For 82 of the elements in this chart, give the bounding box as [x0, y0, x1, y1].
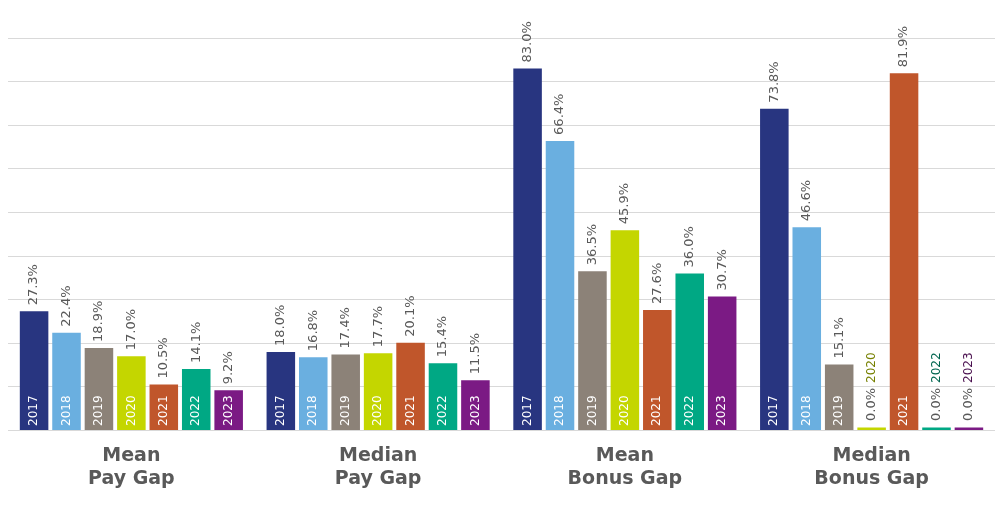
x-tick-label: Median Bonus Gap [814, 442, 929, 488]
bar [707, 296, 737, 430]
bar [675, 273, 704, 430]
bar [461, 380, 490, 430]
series-label: 2022 [188, 395, 203, 426]
bar [610, 230, 640, 430]
text: 2019 [584, 395, 599, 426]
text: 2023 [714, 395, 729, 426]
text: 2018 [552, 395, 567, 426]
text: 2022 [928, 352, 943, 383]
data-label: 36.5% [583, 223, 599, 266]
data-label: 17.4% [337, 307, 353, 349]
bar [578, 271, 607, 430]
bar [545, 140, 575, 430]
data-label: 45.9% [616, 182, 632, 225]
x-tick-label: Mean Bonus Gap [567, 442, 683, 488]
data-label: 10.5% [155, 337, 171, 379]
data-label: 36.0% [681, 226, 697, 268]
data-label: 73.8% [765, 61, 781, 103]
x-tick-label: Mean Pay Gap [88, 442, 175, 488]
x-tick-label: Median Pay Gap [334, 442, 422, 488]
series-label: 2019 [91, 395, 106, 426]
text: 2018 [798, 395, 813, 426]
data-label: 9.2% [220, 351, 236, 385]
text: 2020 [863, 352, 878, 383]
data-label: 17.0% [122, 308, 138, 351]
bar [52, 332, 81, 430]
data-label: 46.6% [798, 179, 814, 222]
data-label: 20.1% [401, 295, 417, 337]
bar [181, 368, 211, 430]
bar [396, 342, 425, 430]
text: 2022 [435, 395, 450, 426]
bar [643, 310, 672, 430]
text: 2017 [272, 395, 287, 426]
bar [513, 68, 542, 430]
data-label: 14.1% [187, 321, 203, 363]
series-label: 2020 [123, 395, 138, 426]
text: 2017 [766, 395, 781, 426]
text: 2019 [831, 395, 846, 426]
data-label: 0.0% [863, 387, 878, 421]
data-label: 27.3% [25, 264, 41, 306]
data-label: 81.9% [895, 26, 911, 68]
data-label: 0.0% [960, 387, 976, 421]
bar [299, 357, 328, 430]
data-label: 16.8% [304, 309, 320, 352]
data-label: 17.7% [369, 305, 385, 348]
bar [760, 108, 789, 430]
text: 2021 [402, 395, 417, 426]
data-label: 15.4% [434, 315, 450, 358]
data-label: 66.4% [551, 93, 567, 135]
text: 2017 [519, 395, 534, 426]
text: 2020 [617, 395, 631, 426]
bar [19, 311, 49, 430]
data-label: 27.6% [648, 262, 664, 305]
bar [363, 353, 393, 430]
data-label: 30.7% [713, 249, 729, 291]
text: 2022 [681, 395, 696, 426]
text: 2023 [961, 352, 976, 383]
bar [428, 363, 458, 430]
bar [266, 351, 296, 430]
series-label: 2021 [155, 395, 170, 426]
data-label: 18.0% [272, 304, 288, 346]
bar [889, 73, 919, 430]
text: 2020 [370, 395, 385, 426]
bar [84, 348, 114, 430]
data-label: 18.9% [90, 300, 106, 342]
text: 2023 [467, 395, 482, 426]
data-label: 22.4% [57, 285, 73, 327]
data-label: 11.5% [466, 332, 482, 375]
bar [117, 356, 146, 430]
bar [792, 227, 822, 430]
text: 2019 [337, 395, 352, 426]
series-label: 2023 [220, 395, 235, 426]
text: 2018 [305, 395, 320, 426]
series-label: 2018 [58, 395, 73, 426]
bar [331, 354, 360, 430]
series-label: 2017 [26, 395, 41, 426]
data-label: 83.0% [518, 21, 534, 63]
data-label: 15.1% [830, 317, 846, 359]
text: 2021 [649, 395, 664, 426]
text: 2021 [896, 395, 911, 426]
data-label: 0.0% [927, 387, 943, 421]
